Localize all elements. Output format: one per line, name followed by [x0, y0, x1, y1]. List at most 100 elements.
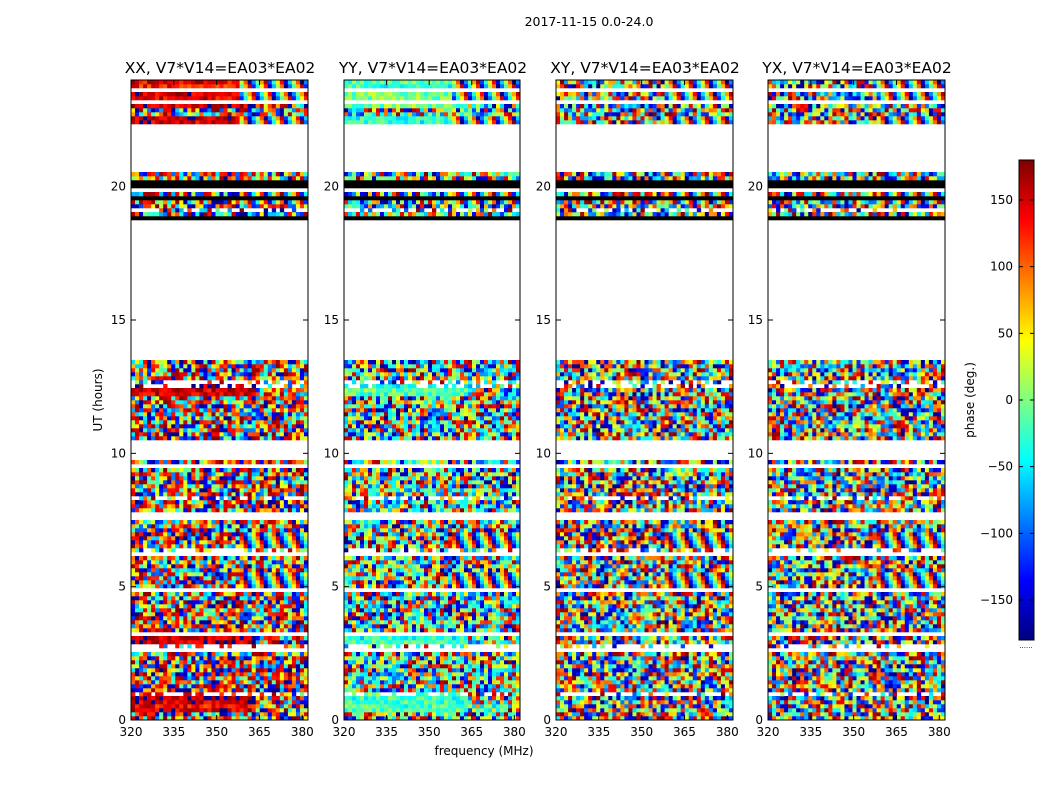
phase-cell — [163, 120, 168, 125]
phase-cell — [247, 84, 252, 89]
phase-cell — [199, 108, 204, 113]
phase-cell — [295, 200, 301, 205]
phase-cell — [187, 116, 192, 121]
phase-cell — [432, 652, 437, 657]
phase-cell — [344, 704, 349, 709]
phase-cell — [408, 652, 413, 657]
phase-cell — [139, 112, 144, 117]
phase-cell — [235, 532, 240, 537]
phase-cell — [352, 692, 357, 697]
phase-cell — [279, 376, 285, 381]
phase-cell — [227, 120, 232, 125]
phase-cell — [255, 596, 261, 601]
phase-cell — [291, 204, 297, 209]
phase-cell — [279, 476, 285, 481]
phase-cell — [299, 592, 305, 597]
phase-cell — [344, 668, 349, 673]
phase-cell — [143, 432, 148, 437]
phase-cell — [211, 416, 216, 421]
phase-cell — [191, 400, 196, 405]
phase-cell — [191, 564, 196, 569]
phase-cell — [227, 568, 232, 573]
phase-cell — [247, 204, 252, 209]
phase-cell — [376, 616, 381, 621]
phase-cell — [295, 404, 301, 409]
phase-cell — [432, 620, 437, 625]
phase-cell — [199, 416, 204, 421]
phase-cell — [368, 624, 373, 629]
phase-cell — [271, 636, 277, 641]
phase-cell — [460, 636, 465, 641]
phase-cell — [147, 400, 152, 405]
phase-cell — [235, 392, 240, 397]
phase-cell — [227, 460, 232, 465]
phase-cell — [291, 576, 297, 581]
phase-cell — [255, 492, 261, 497]
phase-cell — [167, 616, 172, 621]
phase-cell — [456, 680, 461, 685]
phase-cell — [143, 676, 148, 681]
phase-cell — [163, 560, 168, 565]
phase-cell — [171, 600, 176, 605]
phase-cell — [207, 640, 212, 645]
phase-cell — [291, 368, 297, 373]
phase-cell — [440, 656, 445, 661]
phase-cell — [195, 528, 200, 533]
phase-cell — [271, 668, 277, 673]
phase-cell — [147, 616, 152, 621]
phase-cell — [271, 364, 277, 369]
phase-cell — [243, 484, 248, 489]
phase-cell — [516, 676, 521, 681]
phase-cell — [191, 364, 196, 369]
phase-cell — [187, 692, 192, 697]
phase-cell — [227, 432, 232, 437]
phase-cell — [199, 376, 204, 381]
phase-cell — [163, 408, 168, 413]
phase-cell — [163, 644, 168, 649]
phase-cell — [303, 700, 309, 705]
phase-cell — [271, 620, 277, 625]
phase-cell — [287, 700, 293, 705]
phase-cell — [151, 400, 156, 405]
phase-cell — [151, 508, 156, 513]
phase-cell — [271, 532, 277, 537]
phase-cell — [171, 404, 176, 409]
phase-cell — [303, 80, 309, 85]
phase-cell — [283, 668, 289, 673]
phase-cell — [171, 400, 176, 405]
phase-cell — [171, 480, 176, 485]
phase-cell — [131, 624, 136, 629]
phase-cell — [448, 676, 453, 681]
phase-cell — [199, 412, 204, 417]
phase-cell — [191, 652, 196, 657]
phase-cell — [428, 656, 433, 661]
phase-cell — [295, 480, 301, 485]
phase-cell — [392, 640, 397, 645]
phase-cell — [492, 688, 497, 693]
phase-cell — [203, 656, 208, 661]
phase-cell — [287, 712, 293, 717]
phase-cell — [468, 620, 473, 625]
phase-cell — [227, 540, 232, 545]
phase-cell — [223, 596, 228, 601]
phase-cell — [432, 700, 437, 705]
phase-cell — [303, 708, 309, 713]
phase-cell — [227, 532, 232, 537]
phase-cell — [163, 412, 168, 417]
phase-cell — [271, 212, 277, 217]
phase-cell — [215, 84, 220, 89]
phase-cell — [468, 684, 473, 689]
phase-cell — [291, 572, 297, 577]
phase-cell — [396, 616, 401, 621]
phase-cell — [492, 640, 497, 645]
phase-cell — [271, 704, 277, 709]
phase-cell — [195, 672, 200, 677]
phase-cell — [175, 428, 180, 433]
phase-cell — [231, 640, 236, 645]
phase-cell — [159, 520, 164, 525]
phase-cell — [299, 664, 305, 669]
phase-cell — [263, 524, 269, 529]
phase-cell — [299, 584, 305, 589]
phase-cell — [404, 616, 409, 621]
phase-cell — [259, 652, 265, 657]
